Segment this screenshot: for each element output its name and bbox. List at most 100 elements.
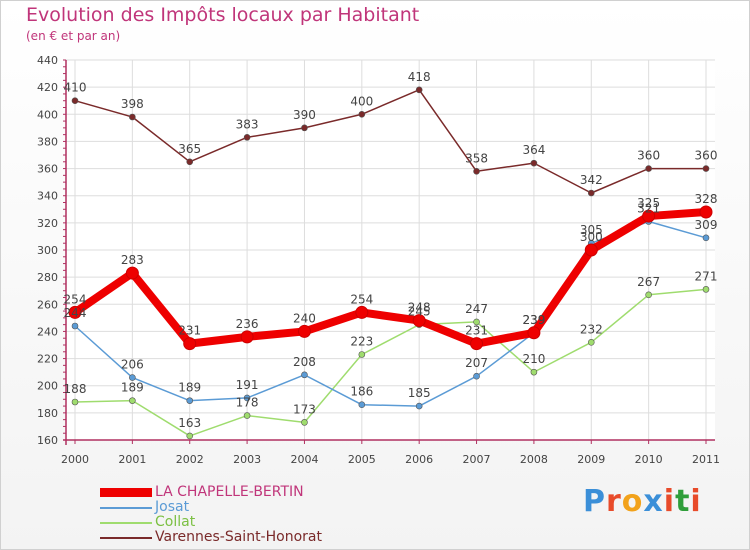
data-point: [527, 326, 541, 340]
logo-letter: i: [690, 484, 702, 519]
data-label: 248: [408, 301, 431, 315]
data-label: 189: [121, 381, 144, 395]
data-label: 418: [408, 70, 431, 84]
proxiti-logo: Proxiti: [583, 484, 702, 519]
data-label: 300: [580, 230, 603, 244]
data-point: [645, 291, 652, 299]
y-tick-label: 420: [37, 81, 58, 94]
data-label: 254: [64, 292, 87, 306]
legend-label: Josat: [155, 499, 190, 515]
y-tick-label: 180: [37, 407, 58, 420]
y-tick-label: 220: [37, 353, 58, 366]
data-point: [186, 397, 194, 404]
data-label: 207: [465, 356, 488, 370]
logo-letter: t: [675, 484, 691, 519]
data-label: 206: [121, 358, 144, 372]
data-point: [358, 351, 366, 358]
data-label: 232: [580, 322, 603, 336]
data-label: 254: [350, 292, 373, 306]
chart-title: Evolution des Impôts locaux par Habitant: [26, 4, 420, 26]
logo-letter: x: [643, 484, 664, 519]
data-label: 398: [121, 97, 144, 111]
data-point: [473, 167, 480, 175]
data-point: [183, 337, 197, 351]
x-tick-label: 2010: [635, 453, 663, 466]
data-point: [186, 158, 194, 166]
x-tick-label: 2009: [577, 453, 605, 466]
data-label: 236: [236, 317, 259, 331]
data-label: 178: [236, 396, 259, 410]
data-label: 360: [637, 149, 660, 163]
data-point: [473, 372, 480, 380]
data-point: [301, 371, 308, 379]
legend-label: LA CHAPELLE-BERTIN: [155, 484, 304, 500]
data-label: 283: [121, 253, 144, 267]
x-tick-label: 2004: [290, 453, 318, 466]
data-point: [243, 412, 251, 419]
data-label: 223: [350, 335, 373, 349]
data-point: [587, 338, 595, 346]
data-point: [71, 398, 79, 406]
y-tick-label: 240: [37, 325, 58, 338]
data-label: 364: [522, 143, 545, 157]
logo-letter: P: [583, 484, 606, 519]
x-tick-label: 2003: [233, 453, 261, 466]
data-point: [301, 124, 308, 132]
y-tick-label: 200: [37, 380, 58, 393]
y-tick-label: 280: [37, 271, 58, 284]
data-label: 239: [522, 313, 545, 327]
data-label: 321: [637, 202, 660, 216]
data-point: [412, 314, 426, 328]
series-line-2: [74, 288, 707, 437]
data-label: 390: [293, 108, 316, 122]
data-point: [71, 97, 79, 105]
y-tick-label: 380: [37, 135, 58, 148]
data-point: [702, 165, 710, 172]
y-tick-label: 320: [37, 217, 58, 230]
data-label: 231: [178, 324, 201, 338]
y-tick-label: 260: [37, 298, 58, 311]
y-tick-label: 400: [37, 108, 58, 121]
logo-letter: o: [621, 484, 644, 519]
data-label: 309: [695, 218, 718, 232]
x-tick-label: 2002: [176, 453, 204, 466]
data-label: 400: [350, 94, 373, 108]
series-line-0: [71, 208, 710, 348]
y-tick-label: 360: [37, 163, 58, 176]
data-label: 185: [408, 386, 431, 400]
x-tick-label: 2007: [463, 453, 491, 466]
data-point: [702, 286, 710, 293]
data-label: 305: [580, 223, 603, 237]
data-point: [642, 209, 656, 223]
data-label: 240: [293, 311, 316, 325]
data-label: 365: [178, 142, 201, 156]
data-point: [125, 266, 139, 280]
legend-label: Varennes-Saint-Honorat: [155, 529, 322, 545]
legend-swatch: [100, 522, 152, 524]
data-label: 173: [293, 402, 316, 416]
data-point: [358, 401, 366, 409]
y-tick-label: 160: [37, 434, 58, 447]
data-label: 239: [522, 313, 545, 327]
logo-letter: r: [606, 484, 622, 519]
data-point: [415, 402, 423, 410]
data-point: [243, 394, 251, 402]
y-tick-label: 340: [37, 190, 58, 203]
x-tick-label: 2008: [520, 453, 548, 466]
x-tick-label: 2001: [118, 453, 146, 466]
data-point: [129, 113, 136, 121]
data-label: 410: [64, 81, 87, 95]
data-point: [355, 305, 369, 319]
y-tick-label: 300: [37, 244, 58, 257]
x-tick-label: 2005: [348, 453, 376, 466]
data-point: [470, 337, 484, 351]
data-point: [358, 110, 366, 118]
data-point: [68, 305, 82, 319]
legend-swatch: [100, 507, 152, 509]
x-tick-label: 2000: [61, 453, 89, 466]
data-point: [240, 330, 254, 344]
data-label: 245: [408, 305, 431, 319]
data-point: [530, 368, 538, 376]
data-label: 244: [64, 306, 87, 320]
